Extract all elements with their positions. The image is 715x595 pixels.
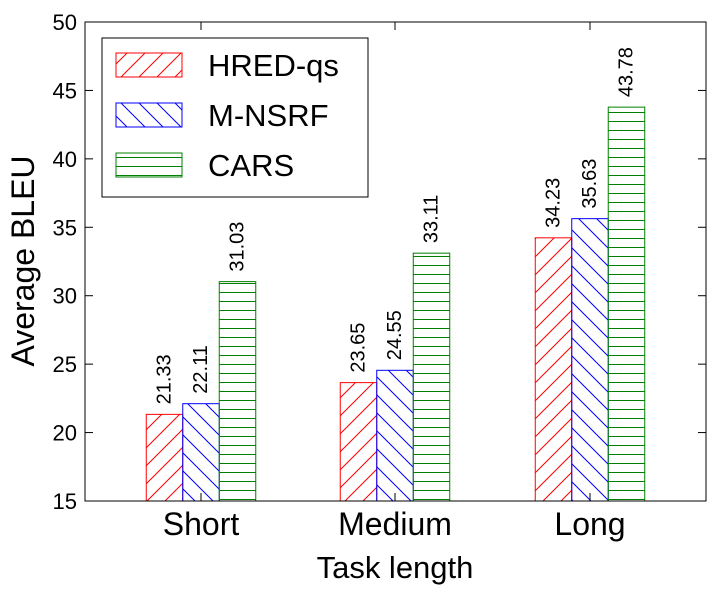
data-label: 24.55 bbox=[384, 310, 406, 360]
bar-m-nsrf-long bbox=[571, 218, 609, 502]
x-tick-label: Medium bbox=[338, 506, 452, 542]
y-tick-label: 20 bbox=[53, 421, 77, 446]
y-tick-label: 15 bbox=[53, 489, 77, 514]
bar-cars-long bbox=[607, 106, 646, 502]
x-tick-label: Short bbox=[163, 506, 240, 542]
y-tick-label: 40 bbox=[53, 147, 77, 172]
legend-swatch-m-nsrf bbox=[115, 102, 183, 128]
y-axis-label: Average BLEU bbox=[5, 155, 41, 366]
axis-ticks: 15 20 25 30 35 40 45 50 Short Medium Long bbox=[53, 10, 706, 542]
value-labels-layer: 21.33 23.65 34.23 22.11 24.55 35.63 31.03 33.11… bbox=[154, 47, 638, 404]
legend-label: CARS bbox=[208, 148, 294, 183]
data-label: 22.11 bbox=[190, 345, 212, 394]
bars-layer bbox=[145, 106, 646, 502]
bar-hred-qs-long bbox=[534, 237, 573, 502]
x-tick-label: Long bbox=[554, 506, 625, 542]
data-label: 35.63 bbox=[579, 159, 601, 209]
bar-m-nsrf-medium bbox=[376, 369, 414, 502]
legend-label: HRED-qs bbox=[208, 48, 339, 83]
y-tick-label: 45 bbox=[53, 78, 77, 103]
bar-cars-medium bbox=[412, 252, 451, 502]
data-label: 34.23 bbox=[543, 178, 565, 228]
data-label: 43.78 bbox=[616, 47, 638, 97]
data-label: 31.03 bbox=[227, 222, 249, 272]
x-axis-label: Task length bbox=[317, 550, 474, 585]
legend: HRED-qs M-NSRF CARS bbox=[101, 37, 369, 198]
bar-hred-qs-medium bbox=[339, 382, 378, 502]
y-tick-label: 25 bbox=[53, 352, 77, 377]
y-tick-label: 35 bbox=[53, 215, 77, 240]
bar-cars-short bbox=[218, 281, 257, 502]
y-tick-label: 30 bbox=[53, 284, 77, 309]
legend-swatch-cars bbox=[115, 152, 183, 178]
data-label: 21.33 bbox=[154, 354, 176, 404]
bar-m-nsrf-short bbox=[182, 403, 220, 502]
y-tick-label: 50 bbox=[53, 10, 77, 35]
legend-label: M-NSRF bbox=[208, 98, 329, 133]
data-label: 33.11 bbox=[421, 195, 443, 244]
data-label: 23.65 bbox=[348, 323, 370, 373]
bar-hred-qs-short bbox=[145, 413, 184, 502]
legend-swatch-hred-qs bbox=[115, 52, 183, 78]
